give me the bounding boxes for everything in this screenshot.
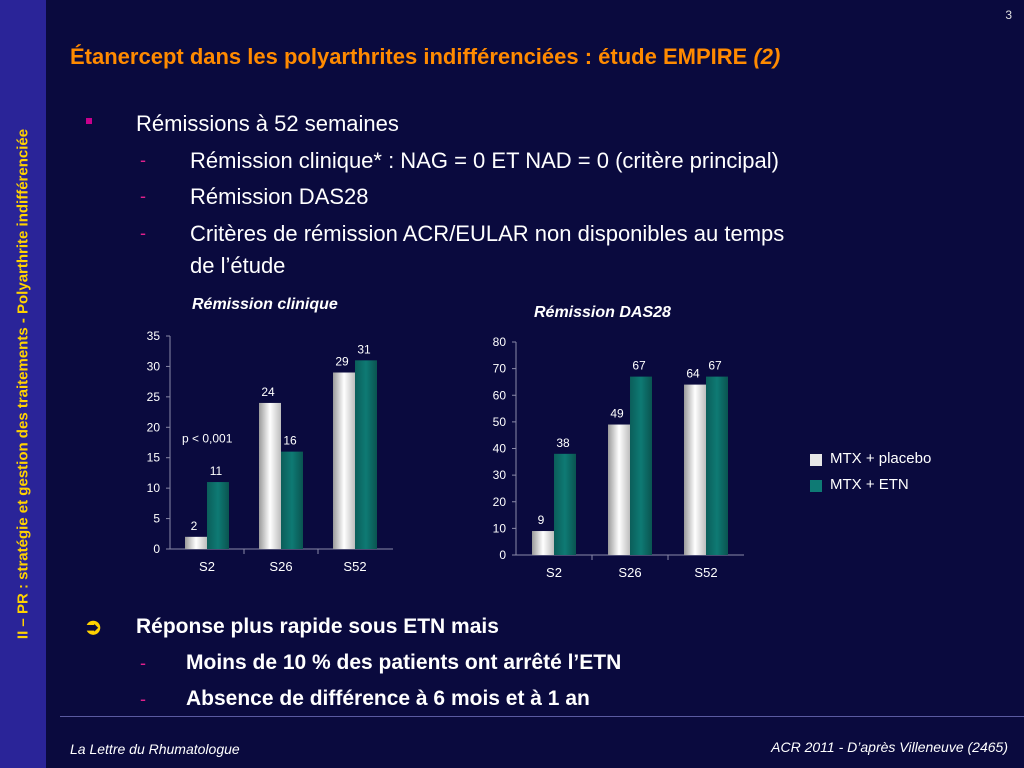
legend-swatch-placebo: [810, 454, 822, 466]
y-tick-label: 70: [493, 362, 507, 376]
data-label: 64: [686, 367, 700, 381]
data-label: 24: [261, 385, 275, 399]
y-tick-label: 50: [493, 415, 507, 429]
bar-etn: [355, 360, 377, 549]
data-label: 49: [610, 407, 624, 421]
y-tick-label: 25: [147, 390, 161, 404]
chart-clinical-remission: 0 5 10 15 20 25 30 35 S2 2 11 S26 24 16 S52 29 31 p < 0,0…: [147, 329, 393, 574]
footer-citation: ACR 2011 - D’après Villeneuve (2465): [771, 739, 1008, 755]
chart-title-das28: Rémission DAS28: [534, 304, 671, 321]
y-tick-label: 20: [493, 495, 507, 509]
y-tick-label: 15: [147, 451, 161, 465]
sub-bullet-acr-eular-cont: de l’étude: [190, 253, 286, 278]
page-number: 3: [1005, 8, 1012, 22]
bar-etn: [554, 453, 576, 555]
sidebar-section-label: II – PR : stratégie et gestion des trait…: [14, 128, 32, 640]
arrow-bullet-icon: ➲: [84, 614, 103, 639]
bar-placebo: [532, 531, 554, 555]
y-tick-label: 35: [147, 329, 161, 343]
y-tick-label: 0: [153, 542, 160, 556]
slide-title: Étanercept dans les polyarthrites indiff…: [70, 44, 780, 70]
sub-bullet-acr-eular: Critères de rémission ACR/EULAR non disp…: [190, 221, 785, 246]
sub-bullet-clinical: Rémission clinique* : NAG = 0 ET NAD = 0…: [190, 148, 779, 173]
bar-placebo: [185, 536, 207, 549]
sub-bullet-stopped-etn: Moins de 10 % des patients ont arrêté l’…: [186, 651, 622, 674]
bullet-remissions: Rémissions à 52 semaines: [136, 111, 399, 136]
y-tick-label: 10: [147, 481, 161, 495]
data-label: 2: [191, 519, 198, 533]
bar-etn: [630, 376, 652, 555]
legend-label-etn: MTX + ETN: [830, 476, 909, 493]
chart-das28-remission: 0 10 20 30 40 50 60 70 80 S2 9 38 S26 49 67 S52 64 67: [493, 335, 744, 580]
dash-bullet-icon: -: [140, 150, 146, 170]
data-label: 16: [283, 434, 297, 448]
data-label: 11: [210, 464, 223, 478]
chart-title-clinical: Rémission clinique: [192, 296, 338, 313]
y-tick-label: 40: [493, 442, 507, 456]
sub-bullet-das28: Rémission DAS28: [190, 184, 369, 209]
y-tick-label: 30: [493, 468, 507, 482]
data-label: 29: [335, 355, 349, 369]
bar-etn: [281, 451, 303, 549]
dash-bullet-icon: -: [140, 653, 146, 673]
slide-title-main: Étanercept dans les polyarthrites indiff…: [70, 44, 748, 69]
dash-bullet-icon: -: [140, 223, 146, 243]
y-tick-label: 80: [493, 335, 507, 349]
data-label: 67: [708, 359, 722, 373]
bar-placebo: [333, 372, 355, 549]
x-tick-label: S2: [199, 559, 215, 574]
bar-placebo: [608, 424, 630, 555]
legend-swatch-etn: [810, 480, 822, 492]
slide-title-suffix: (2): [753, 44, 781, 69]
square-bullet-icon: [86, 118, 92, 124]
footer-journal: La Lettre du Rhumatologue: [70, 741, 240, 757]
bar-placebo: [684, 384, 706, 555]
y-tick-label: 5: [153, 512, 160, 526]
x-tick-label: S52: [343, 559, 366, 574]
bullet-faster-response: Réponse plus rapide sous ETN mais: [136, 615, 499, 638]
sidebar-band: II – PR : stratégie et gestion des trait…: [0, 0, 46, 768]
x-tick-label: S2: [546, 565, 562, 580]
bar-placebo: [259, 402, 281, 549]
x-tick-label: S26: [269, 559, 292, 574]
footer-divider: [60, 716, 1024, 717]
data-label: 9: [538, 513, 545, 527]
dash-bullet-icon: -: [140, 186, 146, 206]
y-tick-label: 20: [147, 420, 161, 434]
y-tick-label: 0: [499, 548, 506, 562]
data-label: 38: [556, 436, 570, 450]
bar-etn: [207, 482, 229, 549]
y-tick-label: 30: [147, 359, 161, 373]
y-tick-label: 10: [493, 521, 507, 535]
p-value-annotation: p < 0,001: [182, 432, 233, 446]
x-tick-label: S26: [618, 565, 641, 580]
y-tick-label: 60: [493, 388, 507, 402]
data-label: 31: [357, 342, 371, 356]
data-label: 67: [632, 359, 646, 373]
bar-etn: [706, 376, 728, 555]
x-tick-label: S52: [694, 565, 717, 580]
legend-label-placebo: MTX + placebo: [830, 450, 932, 467]
sub-bullet-no-difference: Absence de différence à 6 mois et à 1 an: [186, 687, 590, 710]
dash-bullet-icon: -: [140, 689, 146, 709]
